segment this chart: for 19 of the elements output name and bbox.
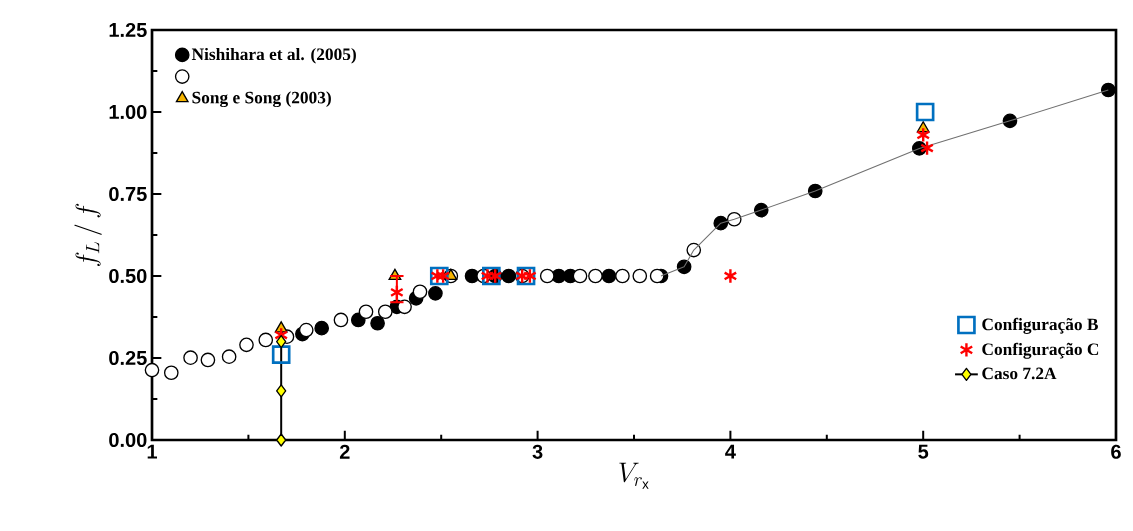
y-tick-label: 0.50 [109,268,147,284]
y-tick-label: 1.25 [109,22,147,38]
legend-label: Configuração C [982,342,1099,359]
legend-label: Nishihara et al. (2005) [191,47,356,64]
x-tick-label: 1 [147,444,158,459]
y-tick-label: 0.75 [109,186,147,202]
x-tick-label: 6 [1111,444,1121,459]
y-tick-label: 1.00 [109,104,147,120]
legend-label: Caso 7.2A [982,367,1057,380]
x-tick-label: 5 [918,444,929,459]
x-axis-title: $V_{r_\mathrm{x}}$ [619,462,649,489]
x-tick-label: 2 [339,444,350,459]
y-tick-label: 0.25 [109,350,147,366]
x-tick-label: 3 [532,444,543,459]
y-axis-title: $f_L\,/\,f$ [74,203,102,267]
legend-label: Configuração B [982,317,1098,334]
legend-label: Song e Song (2003) [192,91,331,108]
x-tick-label: 4 [725,444,736,459]
y-tick-label: 0.00 [109,432,147,448]
